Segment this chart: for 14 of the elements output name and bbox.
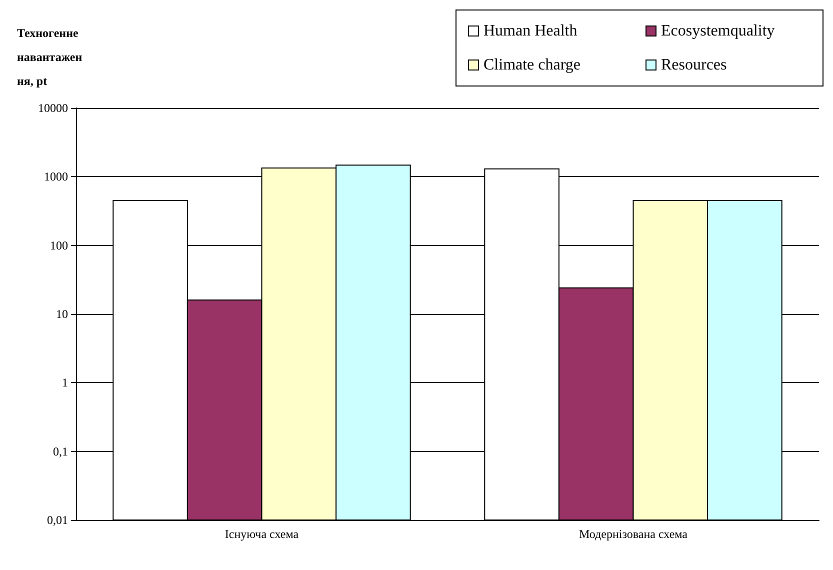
legend-label: Human Health — [484, 22, 578, 40]
y-axis-title: Техногенне навантаження, pt — [17, 26, 82, 88]
y-tick-label: 0,1 — [53, 444, 68, 458]
y-tick-label: 1000 — [44, 170, 68, 184]
y-tick-label: 0,01 — [47, 513, 68, 527]
y-tick-label: 1 — [62, 376, 68, 390]
y-tick-label: 10000 — [38, 101, 68, 115]
y-tick-label: 10 — [56, 307, 68, 321]
x-tick-label: Існуюча схема — [224, 527, 300, 541]
x-tick-label: Модернізована схема — [579, 527, 688, 541]
legend-label: Ecosystemquality — [661, 22, 775, 40]
legend-label: Resources — [661, 56, 727, 74]
legend-label: Climate charge — [484, 56, 580, 74]
y-tick-label: 100 — [50, 238, 68, 252]
